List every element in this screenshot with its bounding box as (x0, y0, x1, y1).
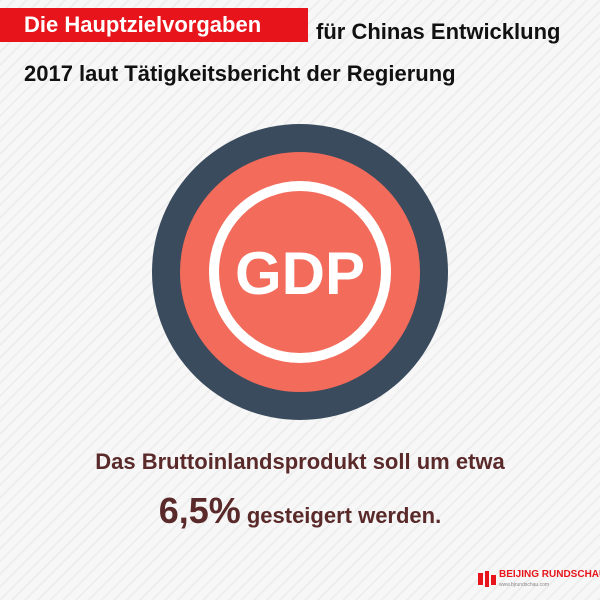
logo-mark-icon (478, 571, 496, 587)
gdp-badge: GDP (150, 122, 450, 422)
title-highlight: Die Hauptzielvorgaben (0, 8, 308, 42)
statement-line-1: Das Bruttoinlandsprodukt soll um etwa (95, 449, 505, 474)
beijing-rundschau-logo: BEIJING RUNDSCHAU www.bjrundschau.com (477, 568, 600, 594)
gdp-label: GDP (235, 240, 365, 307)
title-line-2: 2017 laut Tätigkeitsbericht der Regierun… (24, 61, 456, 86)
logo-text: BEIJING RUNDSCHAU (499, 569, 600, 580)
gdp-badge-graphic: GDP (152, 124, 448, 420)
statement-rest: gesteigert werden. (246, 503, 442, 528)
logo-url: www.bjrundschau.com (499, 582, 550, 588)
title-rest: für Chinas Entwicklung (316, 19, 561, 44)
inner-white-ring (209, 181, 391, 363)
title-area: Die Hauptzielvorgaben für Chinas Entwick… (0, 0, 600, 90)
statement-line-2: 6,5% gesteigert werden. (0, 490, 600, 532)
growth-percentage: 6,5% (158, 490, 241, 531)
